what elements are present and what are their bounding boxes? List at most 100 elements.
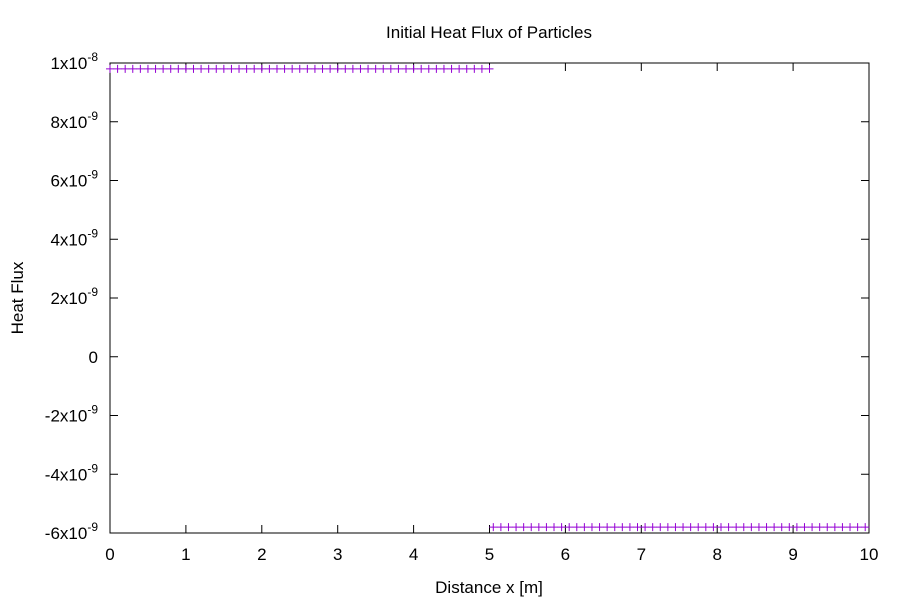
y-tick-mantissa: -6x10 [45,524,88,543]
y-tick-mantissa: 2x10 [50,289,87,308]
x-axis: 0 1 2 3 4 5 6 7 8 9 10 [105,63,878,564]
data-point [512,523,521,532]
data-point [379,64,388,73]
data-point [204,64,213,73]
data-point [716,523,725,532]
data-point [181,64,190,73]
data-point [641,523,650,532]
data-point [212,64,221,73]
data-point [371,64,380,73]
data-point [113,64,122,73]
data-point [565,523,574,532]
data-point [838,523,847,532]
y-tick-label: -2x10-9 [45,403,99,426]
data-point [777,523,786,532]
plot-border [109,62,870,534]
data-point [227,64,236,73]
data-point [504,523,513,532]
data-point [648,523,657,532]
data-point [136,64,145,73]
data-point [310,64,319,73]
y-axis: 1x10-88x10-96x10-94x10-92x10-90-2x10-9-4… [45,50,869,543]
data-point [386,64,395,73]
x-tick-label: 9 [788,545,797,564]
data-point [439,64,448,73]
y-tick-mantissa: 0 [89,348,98,367]
data-point [143,64,152,73]
data-point [846,523,855,532]
y-tick-exponent: -8 [87,50,98,64]
y-tick-exponent: -9 [87,109,98,123]
data-point [694,523,703,532]
data-point [318,64,327,73]
data-point [496,523,505,532]
data-point [580,523,589,532]
data-point [701,523,710,532]
x-tick-label: 1 [181,545,190,564]
y-tick-exponent: -9 [87,403,98,417]
data-point [288,64,297,73]
data-point [754,523,763,532]
y-tick-label: -6x10-9 [45,520,99,543]
y-tick-exponent: -9 [87,168,98,182]
data-point [679,523,688,532]
data-point [333,64,342,73]
data-point [625,523,634,532]
data-point [197,64,206,73]
data-point [250,64,259,73]
data-point [861,523,870,532]
data-point [166,64,175,73]
x-tick-label: 2 [257,545,266,564]
data-point [527,523,536,532]
data-point [808,523,817,532]
data-point [477,64,486,73]
data-point [519,523,528,532]
y-tick-mantissa: -4x10 [45,465,88,484]
data-point [603,523,612,532]
y-tick-label: 1x10-8 [50,50,98,73]
data-point [128,64,137,73]
data-point [739,523,748,532]
y-tick-exponent: -9 [87,461,98,475]
data-point [534,523,543,532]
y-tick-mantissa: 1x10 [50,54,87,73]
data-point [747,523,756,532]
data-point [762,523,771,532]
data-point [800,523,809,532]
data-point [489,523,498,532]
y-axis-label: Heat Flux [8,261,27,334]
data-point [656,523,665,532]
data-point [618,523,627,532]
x-tick-label: 0 [105,545,114,564]
data-point [280,64,289,73]
data-point [364,64,373,73]
x-tick-label: 3 [333,545,342,564]
data-point [356,64,365,73]
y-tick-label: 2x10-9 [50,285,98,308]
data-point [447,64,456,73]
data-point [272,64,281,73]
y-tick-label: 8x10-9 [50,109,98,132]
data-point [724,523,733,532]
y-tick-label: 6x10-9 [50,168,98,191]
y-tick-label: 4x10-9 [50,226,98,249]
data-point [595,523,604,532]
data-point [542,523,551,532]
data-point [402,64,411,73]
data-point [671,523,680,532]
chart-title: Initial Heat Flux of Particles [386,23,592,42]
y-tick-mantissa: -2x10 [45,407,88,426]
data-point [189,64,198,73]
data-point [462,64,471,73]
data-point [815,523,824,532]
plot-frame [109,62,870,534]
data-point [432,64,441,73]
data-point [470,64,479,73]
data-series [106,64,870,532]
data-point [409,64,418,73]
data-point [732,523,741,532]
data-point [235,64,244,73]
data-point [394,64,403,73]
y-tick-mantissa: 6x10 [50,172,87,191]
